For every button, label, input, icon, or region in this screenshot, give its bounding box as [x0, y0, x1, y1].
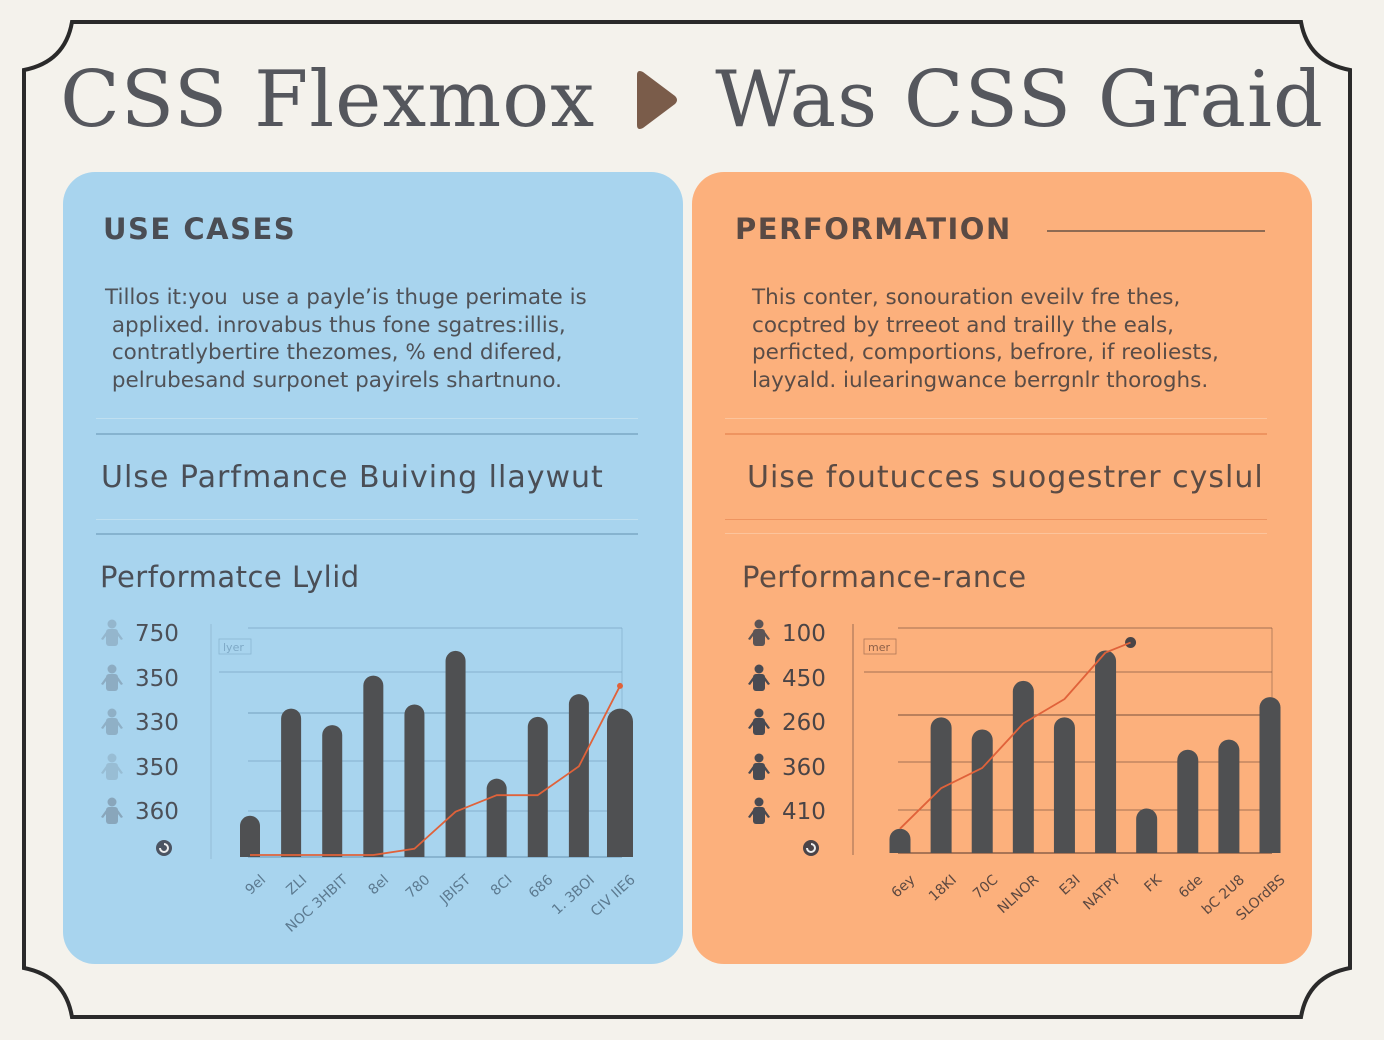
x-tick-label: 8CI	[487, 872, 516, 900]
x-tick-label: NLNOR	[994, 872, 1043, 918]
bar	[930, 717, 952, 853]
title-right: Was CSS Graid	[715, 55, 1324, 145]
legend-item: 330	[99, 701, 209, 746]
bar	[568, 694, 589, 857]
divider	[96, 519, 638, 520]
x-tick-label: E3I	[1056, 872, 1084, 899]
bar	[1136, 808, 1158, 853]
bar	[486, 778, 507, 857]
x-tick-label: FK	[1141, 872, 1166, 896]
bar	[1259, 697, 1281, 853]
legend-value: 350	[135, 665, 179, 692]
x-tick-label: 18KI	[925, 872, 960, 905]
x-tick-label: 780	[402, 872, 434, 902]
page-title: CSS Flexmox Was CSS Graid	[0, 50, 1384, 150]
chart-title: Performatce Lylid	[100, 560, 360, 594]
person-icon	[746, 708, 772, 738]
legend-value: 360	[782, 754, 826, 781]
chart-title: Performance-rance	[742, 560, 1027, 594]
bar	[971, 729, 993, 853]
chart-legend: 100 450 260 360 410	[746, 612, 856, 857]
x-tick-label: NATPY	[1080, 872, 1125, 914]
x-tick-label: 9el	[242, 872, 269, 899]
bar	[1177, 749, 1199, 853]
panel-heading: USE CASES	[103, 212, 297, 246]
bar	[1218, 739, 1240, 853]
bar	[1012, 680, 1034, 853]
bar	[607, 708, 633, 857]
person-icon	[99, 753, 125, 783]
legend-value: 450	[782, 665, 826, 692]
grid-panel: PERFORMATION This conter, sonouration ev…	[692, 172, 1312, 964]
bar-chart: mer	[852, 624, 1281, 855]
bar	[322, 725, 343, 857]
refresh-circle-icon	[151, 839, 177, 857]
legend-item: 350	[99, 657, 209, 702]
divider	[96, 433, 638, 435]
person-icon	[746, 664, 772, 694]
divider	[725, 533, 1267, 534]
legend-item: 450	[746, 657, 856, 702]
person-icon	[99, 619, 125, 649]
legend-value: 360	[135, 799, 179, 826]
play-triangle-icon	[637, 71, 678, 129]
panel-heading: PERFORMATION	[735, 212, 1012, 246]
x-tick-label: 6ey	[888, 872, 919, 902]
person-icon	[99, 664, 125, 694]
divider	[725, 418, 1267, 419]
legend-item: 360	[746, 746, 856, 791]
bar	[1095, 650, 1117, 853]
legend-item: 360	[99, 790, 209, 835]
divider	[96, 418, 638, 419]
legend-item: 750	[99, 612, 209, 657]
leaf-circle-icon	[798, 839, 824, 857]
svg-text:mer: mer	[868, 641, 890, 654]
legend-item: 260	[746, 701, 856, 746]
person-icon	[746, 619, 772, 649]
title-left: CSS Flexmox	[60, 55, 596, 145]
legend-value: 350	[135, 754, 179, 781]
x-tick-label: 8el	[365, 872, 393, 899]
x-tick-label: JBIST	[437, 872, 475, 908]
x-tick-label: ZLI	[283, 872, 310, 899]
bar-chart: lyer	[210, 624, 633, 859]
x-axis-labels: 6ey 18KI 70C NLNOR E3I NATPY FK 6de bC 2U8 SLOrdB…	[692, 872, 1312, 962]
bar	[527, 716, 548, 857]
x-axis-labels: 9el ZLI NOC 3HBIT 8el 780 JBIST 8CI 686 1. 3BOI C…	[63, 872, 683, 962]
person-icon	[746, 753, 772, 783]
person-icon	[99, 708, 125, 738]
legend-value: 330	[135, 710, 179, 737]
svg-text:lyer: lyer	[223, 641, 244, 654]
x-tick-label: CIV IIE6	[587, 872, 639, 920]
divider	[96, 533, 638, 535]
legend-value: 750	[135, 621, 179, 648]
heading-rule	[1047, 230, 1265, 232]
bar	[240, 815, 260, 857]
legend-value: 260	[782, 710, 826, 737]
panel-subheading: Uise foutucces suogestrer cyslul	[747, 460, 1264, 495]
bar	[363, 675, 384, 857]
legend-item: 350	[99, 746, 209, 791]
bar	[281, 708, 302, 857]
legend-item: 100	[746, 612, 856, 657]
divider	[725, 519, 1267, 520]
x-tick-label: 6de	[1176, 872, 1207, 902]
bar	[445, 650, 466, 857]
divider	[725, 433, 1267, 435]
bar	[404, 704, 425, 857]
legend-value: 410	[782, 799, 826, 826]
x-tick-label: 686	[525, 872, 557, 902]
person-icon	[746, 797, 772, 827]
panel-body-text: Tillos it:you use a payle’is thuge perim…	[105, 285, 587, 393]
panel-body-text: This conter, sonouration eveilv fre thes…	[752, 285, 1219, 393]
legend-value: 100	[782, 621, 826, 648]
chart-legend: 750 350 330 350 360	[99, 612, 209, 857]
bar	[1053, 717, 1075, 853]
panel-subheading: Ulse Parfmance Buiving llaywut	[101, 460, 604, 495]
flexbox-panel: USE CASES Tillos it:you use a payle’is t…	[63, 172, 683, 964]
x-tick-label: 70C	[969, 872, 1001, 903]
person-icon	[99, 797, 125, 827]
bar	[889, 828, 911, 853]
legend-item: 410	[746, 790, 856, 835]
